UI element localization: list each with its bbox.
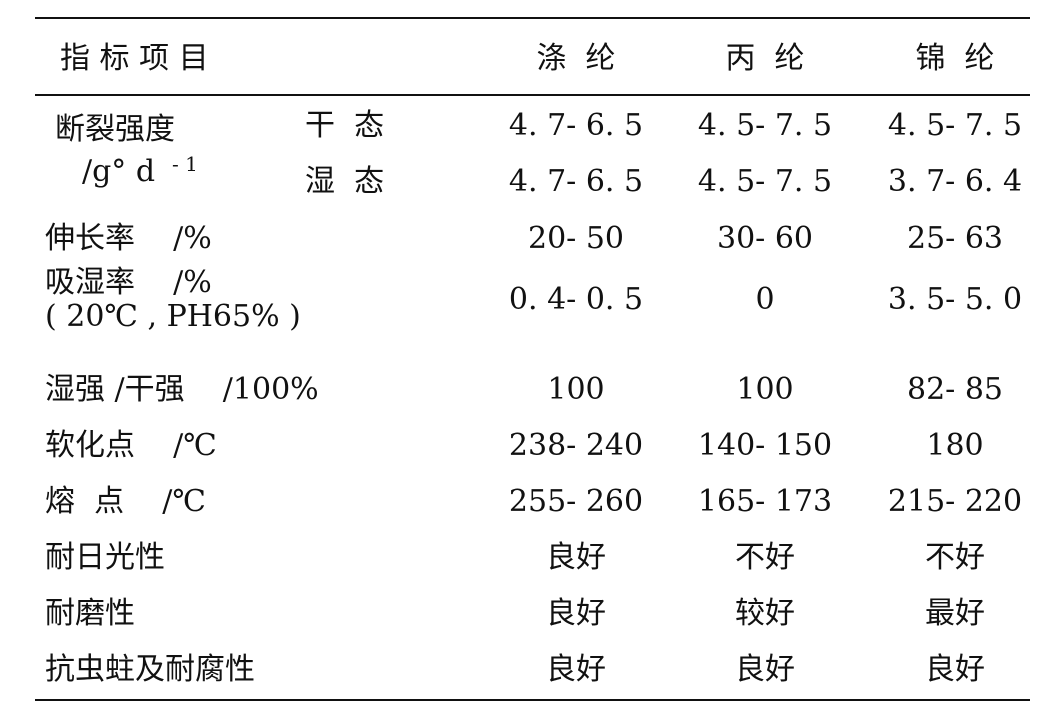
- row-value: 4. 7- 6. 5: [508, 164, 644, 199]
- row-value: 良好: [735, 652, 795, 687]
- row-value: 82- 85: [906, 372, 1004, 407]
- row-sublabel: 湿 态: [305, 164, 385, 199]
- row-value: 良好: [546, 540, 606, 575]
- row-label: 吸湿率 /%: [45, 265, 212, 300]
- row-label: 断裂强度: [55, 112, 175, 147]
- row-value: 最好: [925, 596, 985, 631]
- bottom-rule: [35, 699, 1030, 701]
- row-value: 3. 5- 5. 0: [887, 282, 1023, 317]
- row-value: 20- 50: [527, 221, 625, 256]
- row-value: 4. 5- 7. 5: [887, 108, 1023, 143]
- unit-superscript: - 1: [172, 152, 198, 176]
- row-value: 238- 240: [508, 428, 644, 463]
- row-label-unit: /g° d: [82, 154, 156, 189]
- row-value: 180: [926, 428, 984, 463]
- row-value: 较好: [735, 596, 795, 631]
- row-value: 不好: [925, 540, 985, 575]
- row-label: 熔 点 /℃: [45, 484, 206, 519]
- row-value: 4. 5- 7. 5: [697, 164, 833, 199]
- header-item: 指 标 项 目: [60, 41, 209, 76]
- row-label: 软化点 /℃: [45, 428, 217, 463]
- row-label: 湿强 /干强 /100%: [45, 372, 319, 407]
- row-value: 不好: [735, 540, 795, 575]
- header-col-nylon: 锦 纶: [915, 41, 995, 76]
- row-label: 伸长率 /%: [45, 221, 212, 256]
- row-value: 255- 260: [508, 484, 644, 519]
- row-value: 良好: [546, 596, 606, 631]
- row-label-condition: ( 20℃ , PH65% ): [45, 299, 301, 334]
- row-label: 耐磨性: [45, 596, 135, 631]
- row-value: 165- 173: [697, 484, 833, 519]
- header-col-polypropylene: 丙 纶: [725, 41, 805, 76]
- row-label: 抗虫蛀及耐腐性: [45, 652, 255, 687]
- row-value: 良好: [546, 652, 606, 687]
- header-col-polyester: 涤 纶: [536, 41, 616, 76]
- row-value: 3. 7- 6. 4: [887, 164, 1023, 199]
- row-label: 耐日光性: [45, 540, 165, 575]
- row-value: 100: [736, 372, 794, 407]
- row-value: 100: [547, 372, 605, 407]
- row-value: 良好: [925, 652, 985, 687]
- row-value: 215- 220: [887, 484, 1023, 519]
- row-sublabel: 干 态: [305, 108, 385, 143]
- row-value: 4. 5- 7. 5: [697, 108, 833, 143]
- row-value: 4. 7- 6. 5: [508, 108, 644, 143]
- row-value: 140- 150: [697, 428, 833, 463]
- top-rule: [35, 17, 1030, 19]
- row-value: 0: [755, 282, 775, 317]
- header-rule: [35, 94, 1030, 96]
- row-value: 25- 63: [906, 221, 1004, 256]
- row-value: 0. 4- 0. 5: [508, 282, 644, 317]
- row-value: 30- 60: [716, 221, 814, 256]
